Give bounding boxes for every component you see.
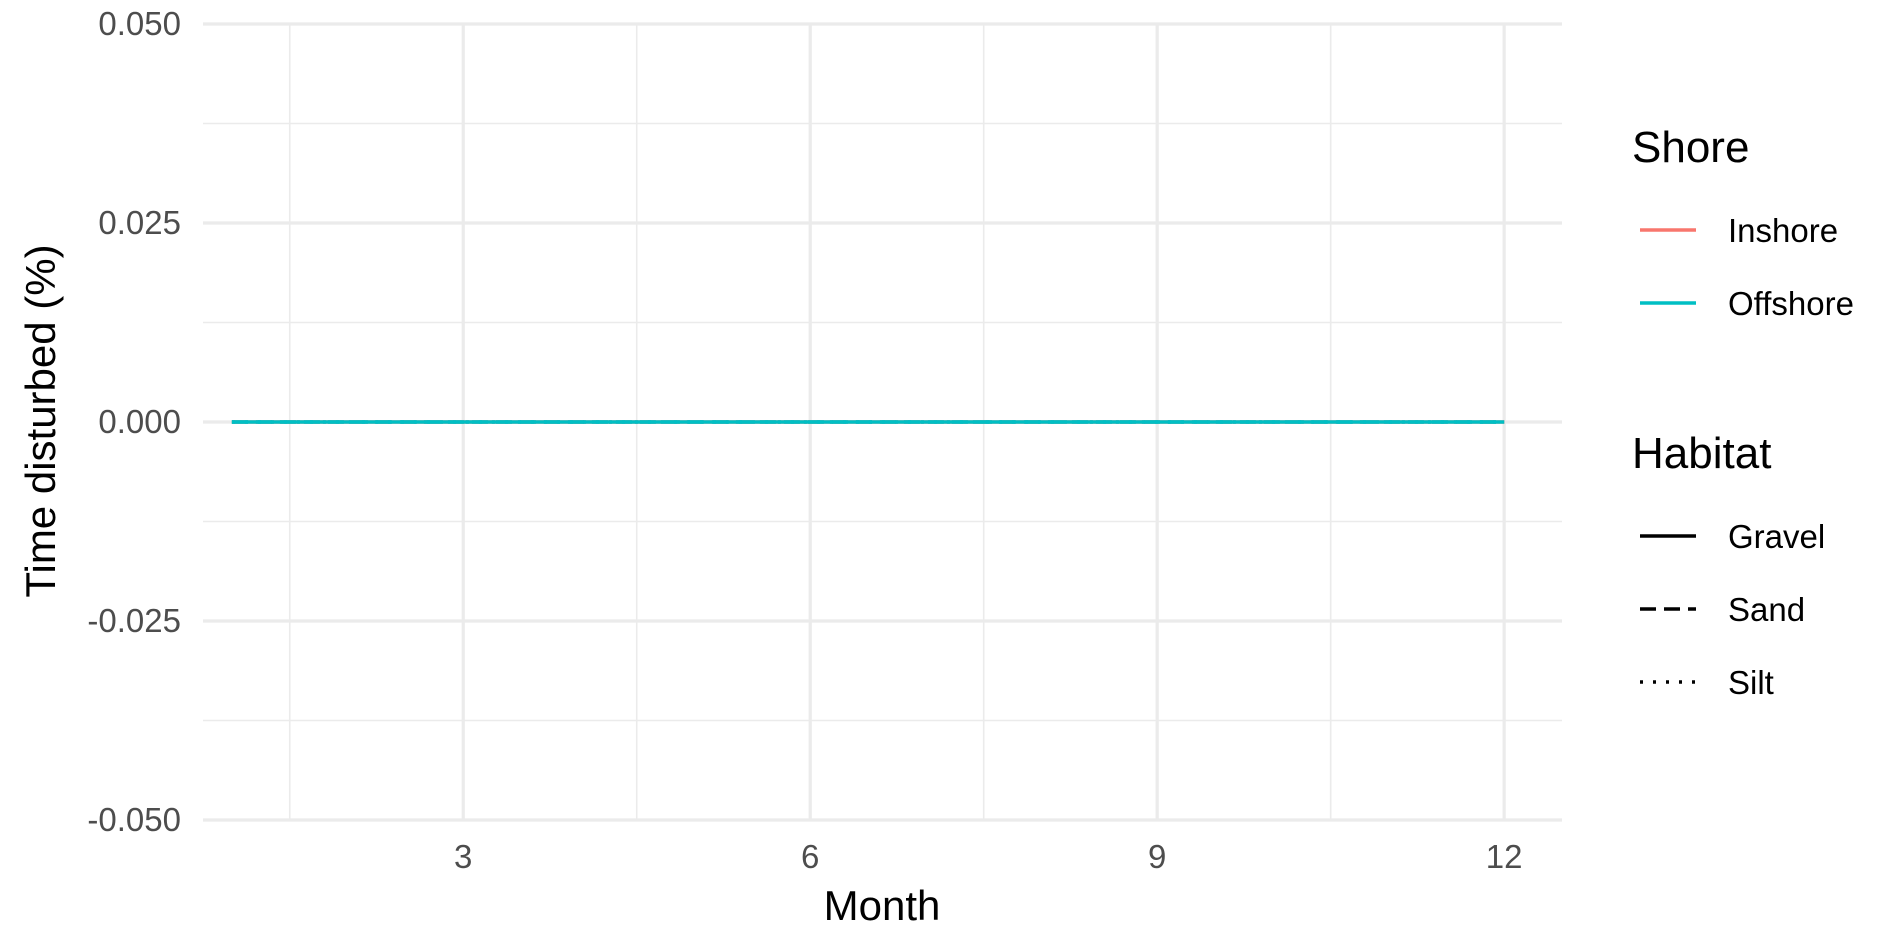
y-tick-label: 0.000 [98, 403, 181, 440]
legend-label-offshore: Offshore [1728, 285, 1854, 322]
y-tick-label: -0.050 [87, 801, 181, 838]
legend-label-inshore: Inshore [1728, 212, 1838, 249]
x-tick-label: 6 [801, 838, 819, 875]
legend: Shore Inshore Offshore Habitat Gravel Sand Sil… [1632, 123, 1854, 701]
legend-title: Shore [1632, 123, 1749, 172]
y-axis-ticks: -0.050 -0.025 0.000 0.025 0.050 [87, 5, 181, 838]
minor-gridlines [203, 24, 1562, 820]
x-tick-label: 9 [1148, 838, 1166, 875]
legend-shore: Shore Inshore Offshore [1632, 123, 1854, 322]
legend-habitat: Habitat Gravel Sand Silt [1632, 429, 1825, 701]
y-axis-title: Time disturbed (%) [17, 244, 64, 597]
x-axis-title: Month [824, 882, 941, 929]
legend-label-gravel: Gravel [1728, 518, 1825, 555]
x-axis-ticks: 3 6 9 12 [454, 838, 1522, 875]
y-tick-label: 0.025 [98, 204, 181, 241]
x-tick-label: 3 [454, 838, 472, 875]
y-tick-label: -0.025 [87, 602, 181, 639]
legend-label-sand: Sand [1728, 591, 1805, 628]
legend-label-silt: Silt [1728, 664, 1774, 701]
y-tick-label: 0.050 [98, 5, 181, 42]
legend-title: Habitat [1632, 429, 1771, 478]
x-tick-label: 12 [1486, 838, 1523, 875]
